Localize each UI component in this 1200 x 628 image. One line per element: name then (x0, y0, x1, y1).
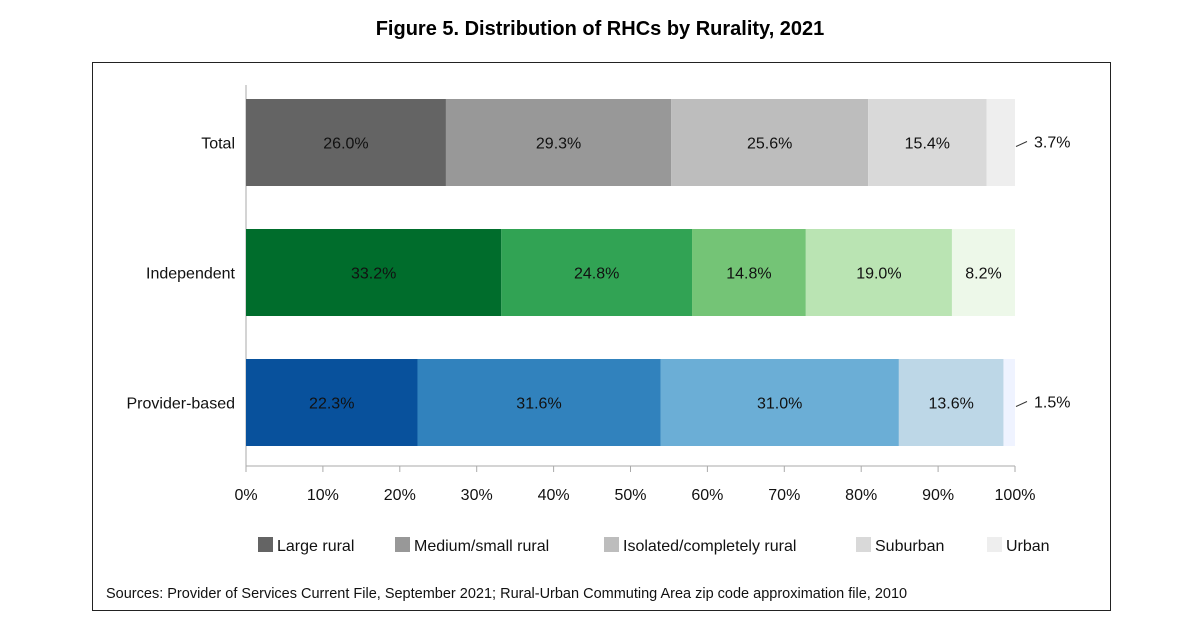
legend-label: Isolated/completely rural (623, 538, 796, 555)
data-label: 29.3% (536, 136, 581, 153)
category-label: Provider-based (127, 396, 236, 413)
bar-segment (951, 229, 1015, 316)
bar-segment (868, 99, 987, 186)
x-tick-label: 90% (922, 487, 954, 504)
data-label: 19.0% (856, 266, 901, 283)
x-tick-label: 40% (538, 487, 570, 504)
bar-segment (1003, 359, 1015, 446)
legend-swatch (395, 537, 410, 552)
legend-label: Urban (1006, 538, 1050, 555)
x-tick-label: 50% (614, 487, 646, 504)
legend-label: Suburban (875, 538, 944, 555)
bar-segment (805, 229, 952, 316)
legend-swatch (856, 537, 871, 552)
data-label: 31.0% (757, 396, 802, 413)
x-tick-label: 100% (995, 487, 1036, 504)
bar-segment (246, 359, 418, 446)
chart-frame (92, 62, 1111, 611)
legend-label: Medium/small rural (414, 538, 549, 555)
data-label: 24.8% (574, 266, 619, 283)
data-label: 31.6% (516, 396, 561, 413)
bar-segment (986, 99, 1015, 186)
bar-segment (692, 229, 806, 316)
category-label: Total (201, 136, 235, 153)
data-label: 25.6% (747, 136, 792, 153)
source-note: Sources: Provider of Services Current Fi… (106, 586, 907, 602)
x-tick-label: 0% (234, 487, 257, 504)
data-label: 13.6% (928, 396, 973, 413)
data-label: 14.8% (726, 266, 771, 283)
bar-segment (417, 359, 661, 446)
x-tick-label: 70% (768, 487, 800, 504)
x-tick-label: 80% (845, 487, 877, 504)
bar-segment (246, 229, 502, 316)
category-label: Independent (146, 266, 236, 283)
data-label: 26.0% (323, 136, 368, 153)
data-label: 3.7% (1034, 135, 1070, 152)
data-label: 15.4% (905, 136, 950, 153)
legend-swatch (604, 537, 619, 552)
leader-line (1015, 401, 1028, 407)
x-tick-label: 60% (691, 487, 723, 504)
bar-segment (898, 359, 1004, 446)
leader-line (1015, 141, 1028, 147)
bar-segment (660, 359, 899, 446)
bar-segment (246, 99, 446, 186)
legend-label: Large rural (277, 538, 354, 555)
bar-segment (445, 99, 672, 186)
x-tick-label: 20% (384, 487, 416, 504)
chart-title: Figure 5. Distribution of RHCs by Rurali… (375, 18, 825, 40)
data-label: 33.2% (351, 266, 396, 283)
legend-swatch (258, 537, 273, 552)
data-label: 8.2% (965, 266, 1001, 283)
bar-segment (501, 229, 693, 316)
legend-swatch (987, 537, 1002, 552)
bar-segment (671, 99, 869, 186)
data-label: 22.3% (309, 396, 354, 413)
x-tick-label: 30% (461, 487, 493, 504)
data-label: 1.5% (1034, 395, 1070, 412)
x-tick-label: 10% (307, 487, 339, 504)
